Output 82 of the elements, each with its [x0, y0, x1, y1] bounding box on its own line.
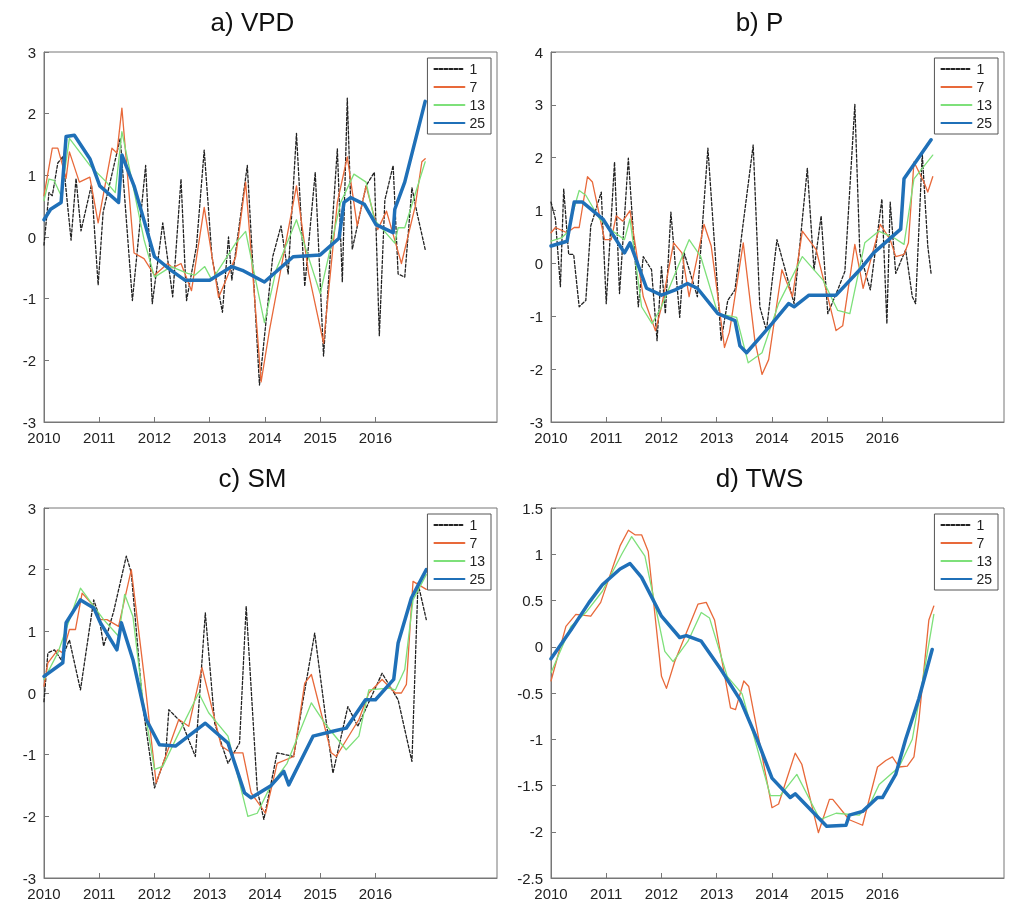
legend-label: 13: [976, 553, 993, 569]
legend-label: 25: [976, 115, 993, 131]
chart-title: d) TWS: [715, 463, 804, 493]
x-tick-label: 2012: [644, 429, 679, 446]
y-tick-label: -3: [529, 413, 543, 431]
y-tick-label: 3: [27, 499, 36, 517]
legend-label: 1: [469, 61, 478, 77]
y-tick-label: 1: [534, 202, 543, 220]
x-tick-label: 2012: [644, 885, 679, 902]
y-tick-label: 0: [534, 638, 543, 656]
y-tick-label: -2: [22, 351, 36, 369]
y-tick-label: 2: [27, 105, 36, 123]
legend-label: 7: [469, 79, 478, 95]
y-tick-label: -3: [22, 413, 36, 431]
y-tick-label: -1: [529, 730, 543, 748]
y-tick-label: -1: [22, 290, 36, 308]
y-tick-label: 4: [534, 43, 543, 61]
y-tick-label: 0: [27, 684, 36, 702]
x-tick-label: 2015: [810, 429, 844, 446]
x-tick-label: 2016: [358, 885, 393, 902]
x-tick-label: 2010: [27, 885, 61, 902]
x-tick-label: 2014: [755, 885, 789, 902]
y-tick-label: 0.5: [522, 592, 543, 609]
x-tick-label: 2013: [193, 429, 227, 446]
legend-label: 1: [976, 517, 985, 533]
x-tick-label: 2011: [83, 429, 116, 446]
x-tick-label: 2014: [248, 429, 282, 446]
line-series: [42, 99, 427, 284]
x-tick-label: 2015: [303, 885, 337, 902]
legend-label: 25: [469, 115, 486, 131]
x-tick-label: 2014: [755, 429, 789, 446]
x-tick-label: 2013: [700, 429, 734, 446]
x-tick-label: 2012: [137, 429, 172, 446]
x-tick-label: 2016: [358, 429, 393, 446]
y-tick-label: 0: [534, 254, 543, 272]
y-tick-label: -2.5: [517, 869, 543, 887]
chart-title: c) SM: [218, 463, 287, 493]
legend-label: 25: [976, 571, 993, 587]
line-series: [43, 130, 426, 324]
x-tick-label: 2010: [534, 885, 568, 902]
y-tick-label: -2: [529, 360, 543, 378]
y-tick-label: 2: [534, 149, 543, 167]
x-tick-label: 2012: [137, 885, 172, 902]
line-series: [550, 103, 932, 342]
legend-label: 13: [976, 97, 993, 113]
x-tick-label: 2010: [534, 429, 568, 446]
legend-label: 7: [976, 535, 985, 551]
x-tick-label: 2011: [590, 429, 623, 446]
legend-label: 1: [469, 517, 478, 533]
chart-title: b) P: [735, 7, 784, 37]
y-tick-label: 1: [27, 166, 36, 184]
y-tick-label: -0.5: [517, 684, 543, 702]
y-tick-label: 1: [534, 545, 543, 563]
y-tick-label: 1: [27, 622, 36, 640]
y-tick-label: 1.5: [522, 499, 543, 517]
y-tick-label: 2: [27, 561, 36, 579]
y-tick-label: 3: [534, 96, 543, 114]
x-tick-label: 2016: [865, 429, 900, 446]
x-tick-label: 2015: [303, 429, 337, 446]
legend-label: 7: [976, 79, 985, 95]
y-tick-label: -3: [22, 869, 36, 887]
x-tick-label: 2014: [248, 885, 282, 902]
legend-label: 13: [469, 553, 486, 569]
y-tick-label: -1: [529, 307, 543, 325]
y-tick-label: 3: [27, 43, 36, 61]
y-tick-label: -2: [529, 823, 543, 841]
chart-title: a) VPD: [210, 7, 295, 37]
x-tick-label: 2010: [27, 429, 61, 446]
x-tick-label: 2011: [590, 885, 623, 902]
legend-label: 25: [469, 571, 486, 587]
x-tick-label: 2013: [700, 885, 734, 902]
legend-label: 7: [469, 535, 478, 551]
x-tick-label: 2016: [865, 885, 900, 902]
legend-label: 1: [976, 61, 985, 77]
y-tick-label: -1: [22, 746, 36, 764]
x-tick-label: 2013: [193, 885, 227, 902]
y-tick-label: 0: [27, 228, 36, 246]
y-tick-label: -1.5: [517, 777, 543, 794]
x-tick-label: 2011: [83, 885, 116, 902]
x-tick-label: 2015: [810, 885, 844, 902]
y-tick-label: -2: [22, 807, 36, 825]
legend-label: 13: [469, 97, 486, 113]
